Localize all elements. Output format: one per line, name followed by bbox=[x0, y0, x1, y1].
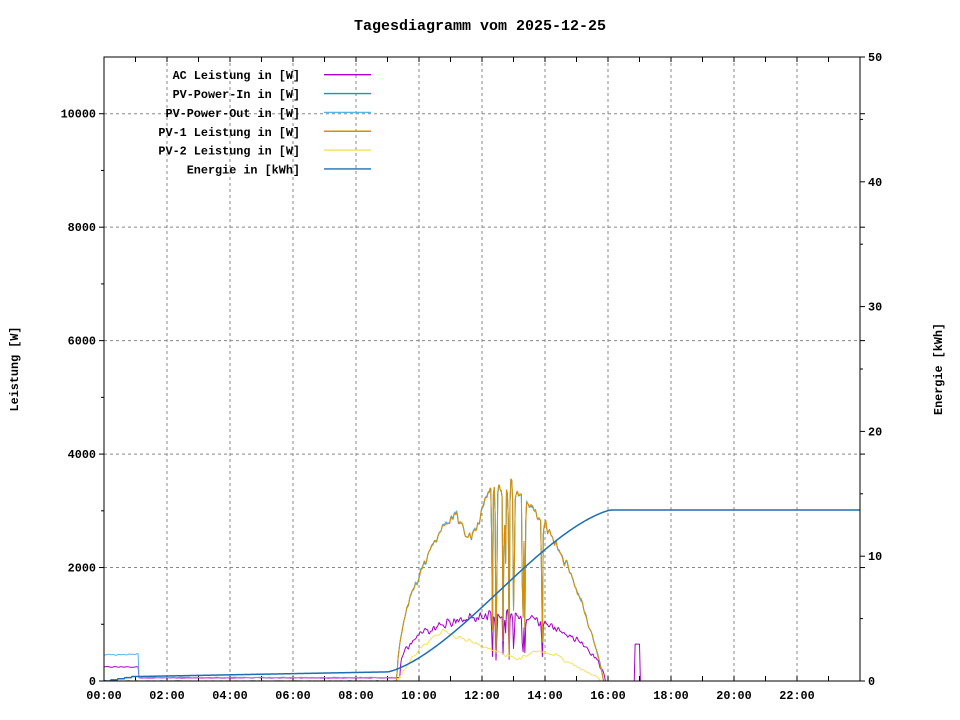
svg-text:0: 0 bbox=[89, 675, 96, 689]
svg-text:02:00: 02:00 bbox=[149, 689, 184, 703]
svg-text:Tagesdiagramm vom 2025-12-25: Tagesdiagramm vom 2025-12-25 bbox=[354, 18, 606, 35]
svg-text:20:00: 20:00 bbox=[716, 689, 751, 703]
svg-text:10: 10 bbox=[868, 550, 882, 564]
svg-text:4000: 4000 bbox=[68, 448, 96, 462]
svg-text:8000: 8000 bbox=[68, 221, 96, 235]
svg-text:14:00: 14:00 bbox=[527, 689, 562, 703]
svg-text:Energie [kWh]: Energie [kWh] bbox=[932, 323, 946, 415]
svg-text:04:00: 04:00 bbox=[212, 689, 247, 703]
svg-text:08:00: 08:00 bbox=[338, 689, 373, 703]
svg-text:00:00: 00:00 bbox=[86, 689, 121, 703]
svg-text:22:00: 22:00 bbox=[779, 689, 814, 703]
svg-text:10000: 10000 bbox=[61, 108, 96, 122]
svg-text:30: 30 bbox=[868, 301, 882, 315]
svg-text:50: 50 bbox=[868, 51, 882, 65]
svg-text:PV-Power-Out in [W]: PV-Power-Out in [W] bbox=[165, 107, 300, 121]
svg-text:6000: 6000 bbox=[68, 335, 96, 349]
svg-text:10:00: 10:00 bbox=[401, 689, 436, 703]
svg-text:16:00: 16:00 bbox=[590, 689, 625, 703]
svg-text:40: 40 bbox=[868, 176, 882, 190]
svg-text:0: 0 bbox=[868, 675, 875, 689]
svg-text:PV-1 Leistung in [W]: PV-1 Leistung in [W] bbox=[158, 126, 300, 140]
svg-text:PV-2 Leistung in [W]: PV-2 Leistung in [W] bbox=[158, 145, 300, 159]
svg-text:20: 20 bbox=[868, 425, 882, 439]
svg-text:12:00: 12:00 bbox=[464, 689, 499, 703]
svg-text:06:00: 06:00 bbox=[275, 689, 310, 703]
svg-text:2000: 2000 bbox=[68, 562, 96, 576]
svg-text:PV-Power-In in [W]: PV-Power-In in [W] bbox=[173, 88, 300, 102]
svg-text:Leistung [W]: Leistung [W] bbox=[8, 327, 22, 412]
svg-text:AC Leistung in [W]: AC Leistung in [W] bbox=[173, 69, 300, 83]
svg-text:Energie in [kWh]: Energie in [kWh] bbox=[187, 163, 300, 177]
svg-text:18:00: 18:00 bbox=[653, 689, 688, 703]
